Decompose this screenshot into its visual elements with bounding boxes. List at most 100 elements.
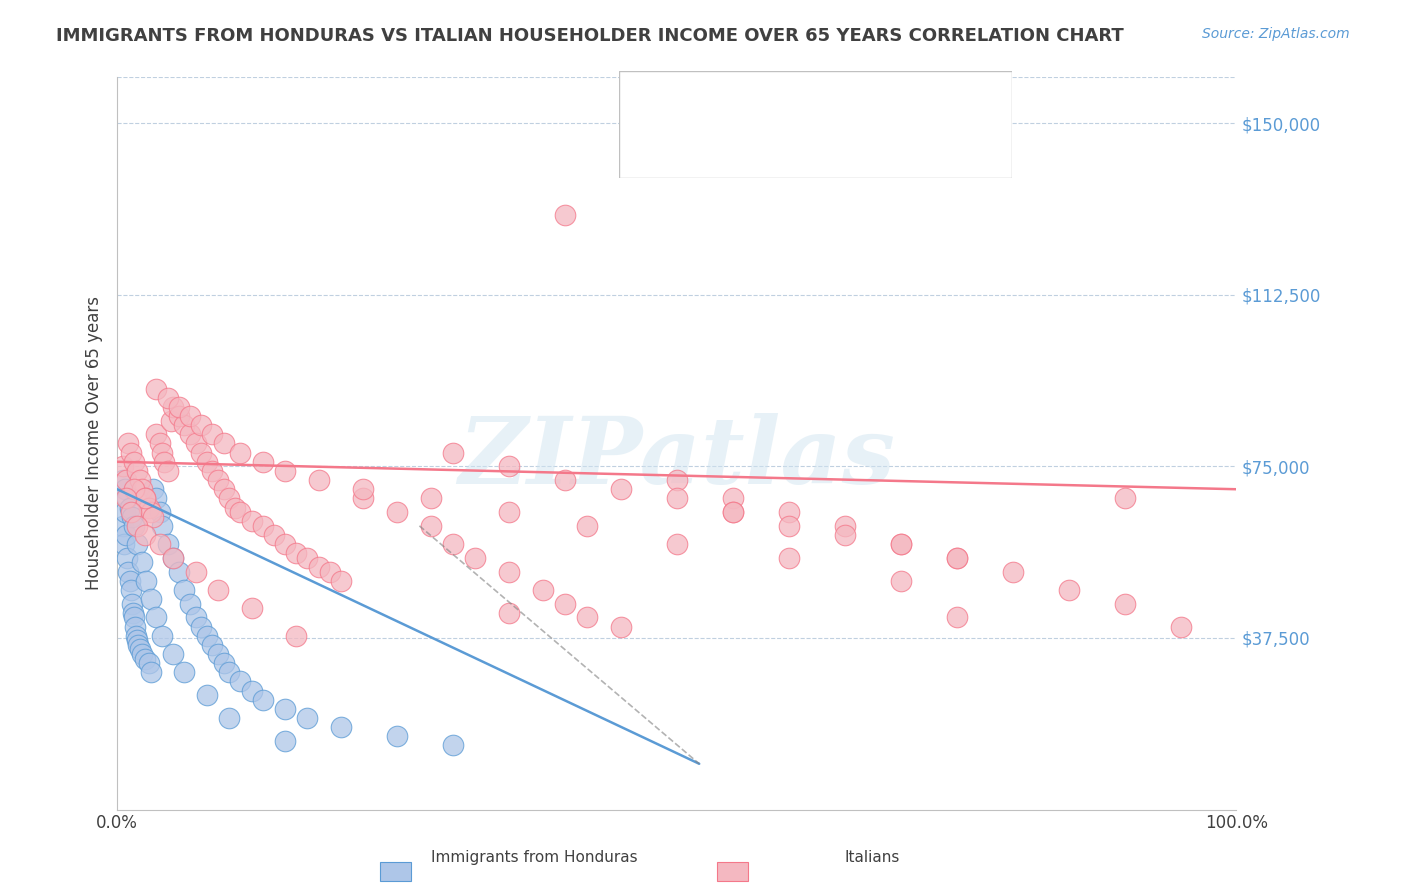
Point — [207, 647, 229, 661]
Point — [319, 565, 342, 579]
Point — [167, 409, 190, 423]
Point — [121, 606, 143, 620]
Point — [173, 665, 195, 680]
Point — [778, 550, 800, 565]
Point — [118, 500, 141, 515]
Text: N = 61: N = 61 — [875, 94, 932, 109]
Point — [173, 582, 195, 597]
Point — [179, 409, 201, 423]
Point — [224, 500, 246, 515]
Point — [498, 606, 520, 620]
Point — [125, 629, 148, 643]
Point — [156, 464, 179, 478]
Point — [195, 455, 218, 469]
Point — [419, 491, 441, 506]
Point — [201, 427, 224, 442]
Point — [120, 505, 142, 519]
Point — [121, 597, 143, 611]
Point — [274, 464, 297, 478]
Point — [122, 519, 145, 533]
Point — [138, 656, 160, 670]
Point — [127, 638, 149, 652]
Point — [156, 391, 179, 405]
Point — [531, 582, 554, 597]
Point — [112, 537, 135, 551]
Text: Italians: Italians — [844, 850, 900, 865]
Point — [1057, 582, 1080, 597]
Point — [352, 491, 374, 506]
Point — [128, 473, 150, 487]
Point — [252, 692, 274, 706]
Point — [117, 565, 139, 579]
Point — [145, 491, 167, 506]
Point — [1170, 619, 1192, 633]
Point — [498, 459, 520, 474]
Point — [285, 546, 308, 560]
Point — [120, 582, 142, 597]
Point — [122, 482, 145, 496]
Point — [834, 519, 856, 533]
Point — [156, 537, 179, 551]
Point — [610, 619, 633, 633]
Point — [149, 436, 172, 450]
Point — [207, 582, 229, 597]
Point — [352, 482, 374, 496]
Point — [173, 418, 195, 433]
Point — [665, 537, 688, 551]
Point — [201, 638, 224, 652]
Point — [162, 550, 184, 565]
Point — [167, 565, 190, 579]
Point — [127, 633, 149, 648]
Text: ZIPatlas: ZIPatlas — [458, 413, 896, 503]
Point — [834, 528, 856, 542]
Point — [153, 455, 176, 469]
Point — [610, 482, 633, 496]
Point — [721, 505, 744, 519]
Point — [149, 505, 172, 519]
Text: R = -0.359: R = -0.359 — [706, 94, 794, 109]
Point — [150, 445, 173, 459]
Point — [665, 473, 688, 487]
Point — [190, 418, 212, 433]
Point — [890, 574, 912, 588]
Point — [229, 445, 252, 459]
Point — [134, 491, 156, 506]
Point — [139, 665, 162, 680]
Point — [441, 739, 464, 753]
Point — [179, 597, 201, 611]
Point — [127, 537, 149, 551]
Point — [330, 720, 353, 734]
Point — [184, 565, 207, 579]
Point — [554, 597, 576, 611]
Point — [778, 505, 800, 519]
Point — [229, 674, 252, 689]
Point — [441, 445, 464, 459]
Point — [274, 537, 297, 551]
Point — [554, 208, 576, 222]
Point — [145, 610, 167, 624]
Point — [665, 491, 688, 506]
Point — [218, 491, 240, 506]
Point — [124, 619, 146, 633]
Point — [274, 734, 297, 748]
Point — [127, 519, 149, 533]
Point — [115, 491, 138, 506]
Point — [120, 445, 142, 459]
Point — [498, 565, 520, 579]
Point — [240, 601, 263, 615]
Point — [190, 445, 212, 459]
Point — [179, 427, 201, 442]
Point — [945, 550, 967, 565]
Point — [285, 629, 308, 643]
Point — [195, 688, 218, 702]
Point — [117, 436, 139, 450]
Point — [207, 473, 229, 487]
Point — [111, 473, 134, 487]
Point — [1114, 491, 1136, 506]
Point — [150, 629, 173, 643]
Point — [218, 711, 240, 725]
Point — [135, 574, 157, 588]
Point — [139, 505, 162, 519]
Text: Source: ZipAtlas.com: Source: ZipAtlas.com — [1202, 27, 1350, 41]
Point — [201, 464, 224, 478]
